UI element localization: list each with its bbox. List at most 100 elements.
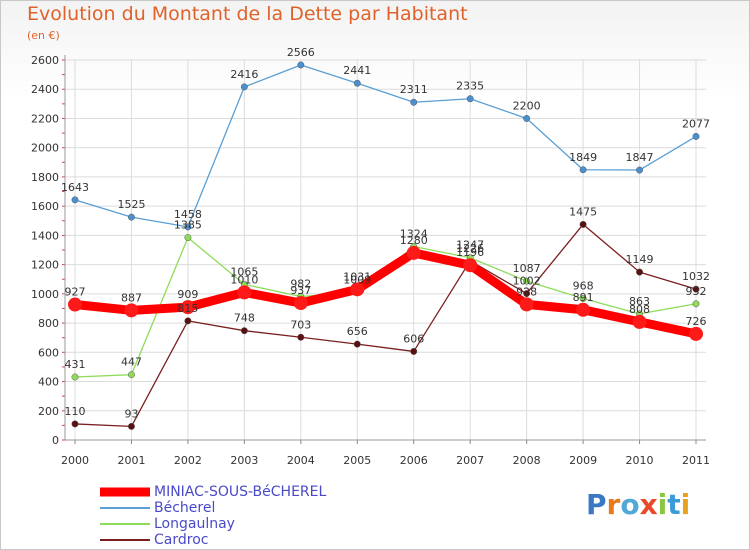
x-tick-label: 2008 xyxy=(513,454,541,467)
data-label-longaulnay: 431 xyxy=(65,358,86,371)
data-point-longaulnay xyxy=(128,371,135,379)
x-tick-label: 2010 xyxy=(626,454,654,467)
chart-unit-label: (en €) xyxy=(27,29,60,42)
data-label-cardroc: 1032 xyxy=(682,270,710,283)
data-label-longaulnay: 1385 xyxy=(174,219,202,232)
data-point-cardroc xyxy=(297,333,305,341)
data-point-miniac xyxy=(519,297,534,312)
legend-label-becherel: Bécherel xyxy=(154,500,216,516)
data-label-cardroc: 1002 xyxy=(513,275,541,288)
x-tick-label: 2007 xyxy=(456,454,484,467)
data-label-cardroc: 656 xyxy=(347,325,368,338)
y-tick-label: 0 xyxy=(52,434,59,447)
y-tick-label: 1200 xyxy=(31,259,59,272)
data-point-becherel xyxy=(579,166,587,174)
data-label-cardroc: 815 xyxy=(177,302,198,315)
data-label-cardroc: 1475 xyxy=(569,205,597,218)
data-point-becherel xyxy=(692,132,700,140)
data-label-miniac: 909 xyxy=(177,288,198,301)
logo-letter: o xyxy=(620,488,640,521)
data-label-miniac: 937 xyxy=(290,284,311,297)
data-label-cardroc: 1149 xyxy=(626,253,654,266)
y-tick-label: 2400 xyxy=(31,83,59,96)
y-tick-label: 1800 xyxy=(31,171,59,184)
data-point-longaulnay xyxy=(692,300,700,308)
data-label-miniac: 1280 xyxy=(400,234,428,247)
legend-label-cardroc: Cardroc xyxy=(154,532,209,548)
data-point-cardroc xyxy=(636,268,643,276)
legend-label-miniac: MINIAC-SOUS-BéCHEREL xyxy=(154,484,327,500)
data-label-becherel: 2311 xyxy=(400,83,428,96)
data-point-cardroc xyxy=(692,285,700,293)
data-label-becherel: 1643 xyxy=(61,181,89,194)
data-label-becherel: 2566 xyxy=(287,46,315,59)
data-label-becherel: 1525 xyxy=(117,198,145,211)
data-label-becherel: 1847 xyxy=(626,151,654,164)
data-label-cardroc: 93 xyxy=(124,407,138,420)
data-label-cardroc: 748 xyxy=(234,312,255,325)
data-point-miniac xyxy=(68,297,82,312)
data-point-miniac xyxy=(124,303,139,318)
data-point-becherel xyxy=(466,95,474,103)
data-point-cardroc xyxy=(353,340,361,348)
data-point-becherel xyxy=(184,223,192,231)
data-point-cardroc xyxy=(128,422,135,430)
data-label-miniac: 1031 xyxy=(343,270,371,283)
logo-letter: t xyxy=(667,488,681,521)
data-label-becherel: 2200 xyxy=(513,99,541,112)
y-tick-label: 400 xyxy=(38,376,59,389)
data-point-becherel xyxy=(71,196,79,204)
x-tick-label: 2009 xyxy=(569,454,597,467)
data-point-miniac xyxy=(463,258,478,273)
y-tick-label: 800 xyxy=(38,317,59,330)
data-label-cardroc: 1226 xyxy=(456,242,484,255)
y-tick-label: 1600 xyxy=(31,200,59,213)
legend-swatch-longaulnay xyxy=(100,523,150,525)
data-point-becherel xyxy=(636,166,643,174)
chart-title: Evolution du Montant de la Dette par Hab… xyxy=(27,3,468,25)
data-point-cardroc xyxy=(579,220,587,228)
data-point-miniac xyxy=(350,282,365,297)
data-label-miniac: 808 xyxy=(629,303,650,316)
x-tick-label: 2003 xyxy=(230,454,258,467)
data-label-longaulnay: 1324 xyxy=(400,227,428,240)
data-point-cardroc xyxy=(71,420,79,428)
x-tick-label: 2005 xyxy=(343,454,371,467)
data-point-becherel xyxy=(353,79,361,87)
data-point-longaulnay xyxy=(523,277,531,285)
data-label-becherel: 2416 xyxy=(230,68,258,81)
data-point-cardroc xyxy=(523,290,531,298)
data-point-miniac xyxy=(689,326,703,341)
data-label-miniac: 1196 xyxy=(456,246,484,259)
legend-label-longaulnay: Longaulnay xyxy=(154,516,235,532)
x-tick-label: 2006 xyxy=(400,454,428,467)
data-label-miniac: 927 xyxy=(65,286,86,299)
y-tick-label: 2600 xyxy=(31,54,59,67)
x-tick-label: 2001 xyxy=(117,454,145,467)
data-label-longaulnay: 1065 xyxy=(230,265,258,278)
data-point-miniac xyxy=(180,300,195,315)
data-label-longaulnay: 1087 xyxy=(513,262,541,275)
logo-letter: r xyxy=(606,488,621,521)
data-label-longaulnay: 863 xyxy=(629,295,650,308)
data-label-miniac: 887 xyxy=(121,291,142,304)
data-point-cardroc xyxy=(184,317,192,325)
y-tick-label: 200 xyxy=(38,405,59,418)
data-label-longaulnay: 1009 xyxy=(343,274,371,287)
x-tick-label: 2002 xyxy=(174,454,202,467)
data-label-longaulnay: 1247 xyxy=(456,239,484,252)
y-tick-label: 2200 xyxy=(31,112,59,125)
data-label-cardroc: 606 xyxy=(403,332,424,345)
data-label-cardroc: 110 xyxy=(65,405,86,418)
data-point-cardroc xyxy=(240,327,248,335)
data-point-becherel xyxy=(297,61,305,69)
logo-letter: i xyxy=(657,488,668,521)
data-point-longaulnay xyxy=(184,234,192,242)
data-point-cardroc xyxy=(410,347,418,355)
y-tick-label: 2000 xyxy=(31,142,59,155)
data-label-becherel: 2441 xyxy=(343,64,371,77)
logo-letter: P xyxy=(586,488,607,521)
logo-letter: i xyxy=(680,488,691,521)
data-label-becherel: 1458 xyxy=(174,208,202,221)
